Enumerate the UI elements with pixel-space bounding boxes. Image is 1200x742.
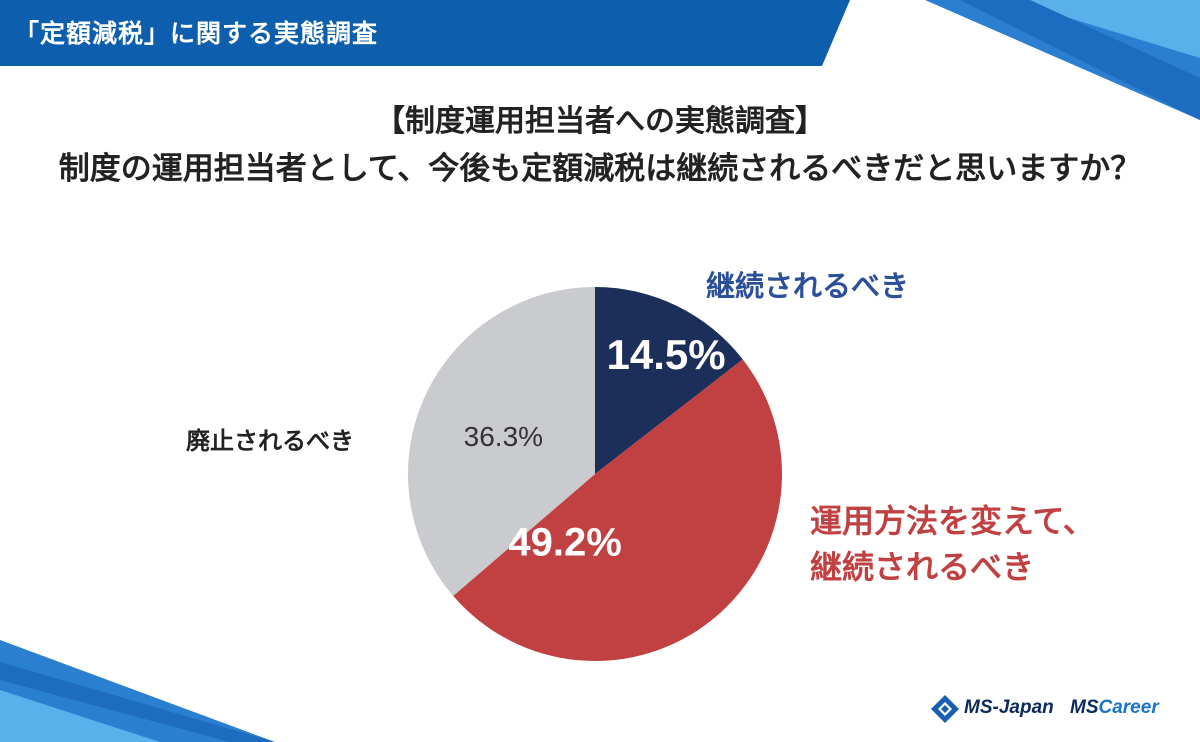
slice-abolish-value: 36.3% xyxy=(464,421,543,452)
mscareer-logo-text: MSCareer xyxy=(1070,694,1159,722)
ms-japan-logo-icon xyxy=(931,695,959,723)
slice-continue-changed-value: 49.2% xyxy=(508,521,621,565)
slice-continue xyxy=(595,287,743,474)
label-continue-changed-line1: 運用方法を変えて、 xyxy=(810,502,1095,540)
label-continue-changed-line2: 継続されるべき xyxy=(810,548,1035,586)
chart-title-line2: 制度の運用担当者として、今後も定額減税は継続されるべきだと思いますか？ xyxy=(58,151,1142,187)
slice-continue-value: 14.5% xyxy=(607,331,726,378)
slice-abolish xyxy=(407,287,595,596)
slice-continue-changed xyxy=(453,359,782,661)
header-title: 「定額減税」に関する実態調査 xyxy=(14,19,379,48)
mscareer-suffix: Career xyxy=(1098,697,1159,718)
mscareer-prefix: MS xyxy=(1070,697,1099,718)
chart-title-line1: 【制度運用担当者への実態調査】 xyxy=(375,104,825,139)
label-continue-changed: 運用方法を変えて、 継続されるべき xyxy=(810,498,1095,590)
label-abolish: 廃止されるべき xyxy=(186,427,354,455)
label-continue: 継続されるべき xyxy=(706,269,910,303)
ms-japan-logo-text: MS-Japan xyxy=(964,697,1054,718)
